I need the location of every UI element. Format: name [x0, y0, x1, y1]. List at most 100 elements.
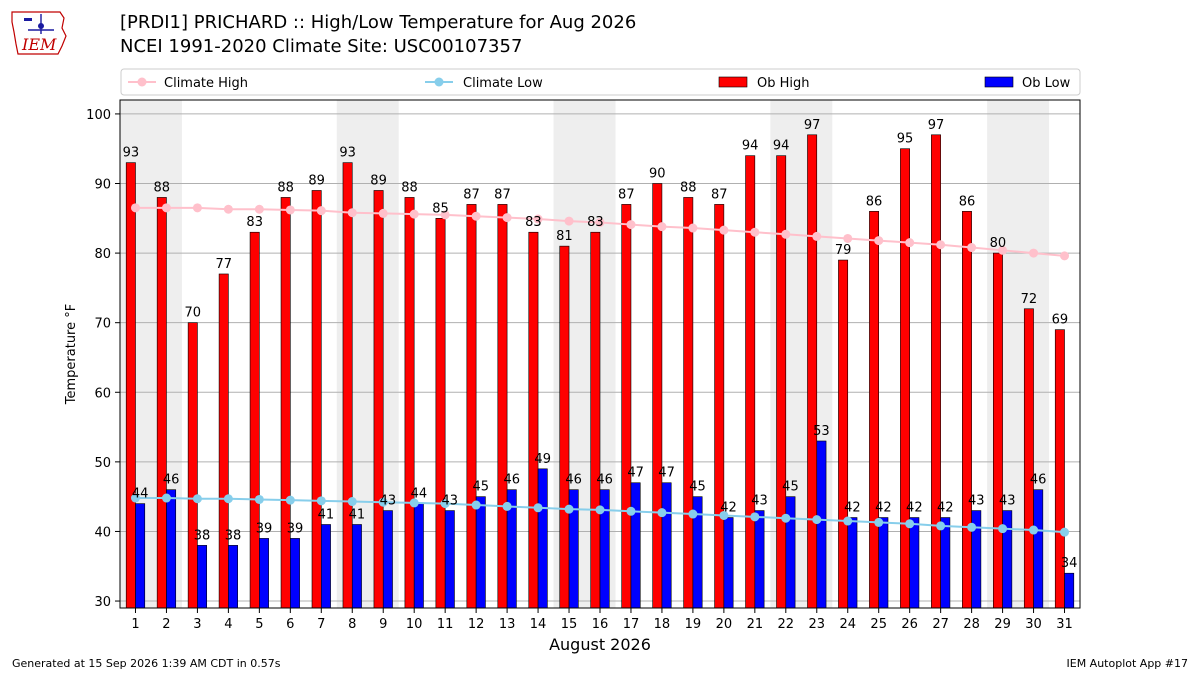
climate-high-point — [812, 231, 822, 241]
ob-high-label: 97 — [804, 118, 821, 133]
x-tick-label: 7 — [317, 617, 325, 632]
climate-low-point — [843, 516, 853, 526]
ob-high-bar — [1054, 329, 1065, 608]
legend-climate-high-label: Climate High — [164, 76, 248, 91]
climate-low-point — [1060, 527, 1070, 537]
ob-high-bar — [249, 231, 260, 608]
ob-high-bar — [714, 204, 725, 608]
climate-low-point — [409, 498, 419, 508]
ob-high-label: 94 — [742, 139, 759, 154]
ob-high-label: 86 — [959, 194, 976, 209]
climate-low-point — [130, 493, 140, 503]
x-tick-label: 2 — [162, 617, 170, 632]
y-tick-label: 70 — [94, 317, 111, 332]
ob-high-bar — [992, 252, 1003, 608]
climate-high-point — [719, 225, 729, 235]
ob-high-bar — [497, 204, 508, 608]
ob-low-label: 45 — [473, 480, 490, 495]
ob-high-label: 87 — [463, 187, 480, 202]
legend-box — [120, 68, 1081, 96]
ob-low-label: 43 — [968, 494, 985, 509]
x-tick-label: 5 — [255, 617, 263, 632]
ob-low-bar — [1064, 572, 1075, 608]
x-tick-label: 17 — [623, 617, 640, 632]
ob-low-bar — [1002, 510, 1013, 608]
x-tick-label: 3 — [193, 617, 201, 632]
ob-low-bar — [878, 517, 889, 608]
ob-low-bar — [1033, 489, 1044, 608]
x-tick-label: 18 — [654, 617, 671, 632]
y-tick-label: 50 — [94, 456, 111, 471]
ob-low-bar — [971, 510, 982, 608]
ob-low-bar — [816, 440, 827, 608]
climate-low-point — [161, 493, 171, 503]
legend-climate-high-marker — [137, 77, 147, 87]
ob-low-bar — [228, 545, 238, 608]
climate-high-point — [316, 206, 326, 216]
ob-low-bar — [166, 489, 177, 608]
climate-high-point — [750, 227, 760, 237]
ob-low-bar — [847, 517, 858, 608]
legend-ob-high-label: Ob High — [757, 76, 810, 91]
ob-low-label: 42 — [844, 501, 861, 516]
x-tick-label: 23 — [809, 617, 826, 632]
ob-low-bar — [599, 489, 610, 608]
climate-low-point — [1029, 525, 1039, 535]
climate-high-point — [1060, 251, 1070, 261]
climate-low-point — [223, 494, 233, 504]
ob-high-bar — [838, 259, 849, 608]
ob-low-label: 47 — [627, 466, 644, 481]
ob-low-bar — [290, 538, 300, 608]
y-tick-label: 80 — [94, 247, 111, 262]
legend-ob-low-label: Ob Low — [1022, 76, 1071, 91]
x-axis-label: August 2026 — [549, 635, 651, 654]
climate-low-point — [316, 496, 326, 506]
ob-high-bar — [156, 197, 167, 608]
x-tick-label: 19 — [685, 617, 702, 632]
climate-high-point — [1029, 248, 1039, 258]
ob-low-bar — [568, 489, 579, 608]
ob-low-label: 45 — [689, 480, 706, 495]
ob-high-label: 87 — [618, 187, 635, 202]
ob-low-label: 44 — [411, 487, 428, 502]
ob-high-label: 83 — [587, 215, 604, 230]
climate-high-point — [967, 243, 977, 253]
climate-low-point — [533, 503, 543, 513]
ob-low-bar — [661, 482, 672, 608]
y-tick-label: 60 — [94, 386, 111, 401]
legend-ob-high-swatch — [718, 76, 748, 88]
climate-high-point — [874, 236, 884, 246]
ob-high-label: 89 — [370, 173, 387, 188]
ob-high-label: 94 — [773, 139, 790, 154]
x-tick-label: 16 — [592, 617, 609, 632]
climate-high-point — [223, 204, 233, 214]
climate-high-point — [130, 203, 140, 213]
ob-high-bar — [807, 134, 818, 608]
ob-high-bar — [559, 245, 570, 608]
ob-low-label: 41 — [318, 507, 335, 522]
ob-high-bar — [962, 211, 972, 608]
x-tick-label: 11 — [437, 617, 454, 632]
ob-high-bar — [621, 204, 632, 608]
ob-high-bar — [869, 211, 880, 608]
ob-low-label: 44 — [132, 487, 149, 502]
ob-high-label: 87 — [494, 187, 511, 202]
ob-high-label: 69 — [1052, 313, 1069, 328]
x-tick-label: 25 — [870, 617, 887, 632]
climate-low-point — [285, 495, 295, 505]
ob-high-bar — [900, 148, 910, 608]
ob-high-label: 80 — [990, 236, 1007, 251]
x-tick-label: 30 — [1025, 617, 1042, 632]
climate-low-point — [254, 494, 264, 504]
ob-high-label: 85 — [432, 201, 449, 216]
ob-low-label: 43 — [442, 494, 459, 509]
ob-high-bar — [528, 231, 539, 608]
x-tick-label: 15 — [561, 617, 578, 632]
climate-low-point — [378, 497, 388, 507]
x-tick-label: 21 — [747, 617, 764, 632]
x-tick-label: 24 — [839, 617, 856, 632]
ob-high-bar — [931, 134, 941, 608]
ob-low-bar — [692, 496, 703, 608]
climate-low-point — [967, 522, 977, 532]
